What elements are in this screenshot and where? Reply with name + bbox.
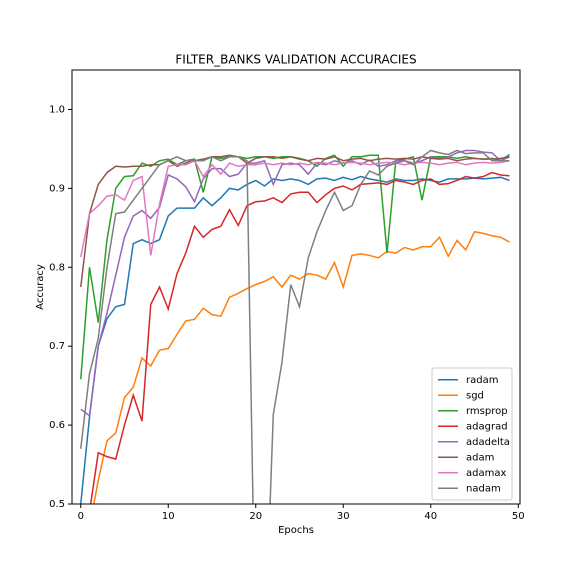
legend-label: adadelta [466, 437, 510, 448]
y-tick-label: 0.5 [49, 499, 65, 510]
legend-label: rmsprop [466, 406, 508, 417]
series-line [80, 153, 510, 380]
y-axis-label: Accuracy [35, 264, 46, 310]
legend-label: nadam [466, 483, 501, 494]
series-line [80, 159, 510, 258]
x-tick-label: 30 [337, 511, 350, 522]
chart-title: FILTER_BANKS VALIDATION ACCURACIES [175, 53, 416, 67]
x-tick-label: 40 [424, 511, 437, 522]
y-tick-label: 0.8 [49, 262, 65, 273]
x-tick-label: 0 [78, 511, 84, 522]
legend-label: adagrad [466, 421, 508, 432]
plot-frame [71, 69, 521, 505]
plot-lines [80, 149, 510, 504]
y-tick-label: 0.6 [49, 420, 65, 431]
series-line [80, 154, 510, 288]
y-tick-label: 1.0 [49, 104, 65, 115]
series-line [80, 149, 510, 504]
y-tick-label: 0.9 [49, 183, 65, 194]
x-tick-label: 50 [512, 511, 525, 522]
series-line [89, 171, 510, 504]
series-line [93, 230, 510, 504]
x-tick-label: 20 [249, 511, 262, 522]
legend-label: radam [466, 375, 498, 386]
legend-label: adam [466, 452, 494, 463]
legend-label: adamax [466, 468, 506, 479]
legend-box [431, 367, 513, 501]
legend-label: sgd [466, 390, 484, 401]
x-tick-label: 10 [162, 511, 175, 522]
y-tick-label: 0.7 [49, 341, 65, 352]
x-axis-label: Epochs [278, 525, 314, 536]
